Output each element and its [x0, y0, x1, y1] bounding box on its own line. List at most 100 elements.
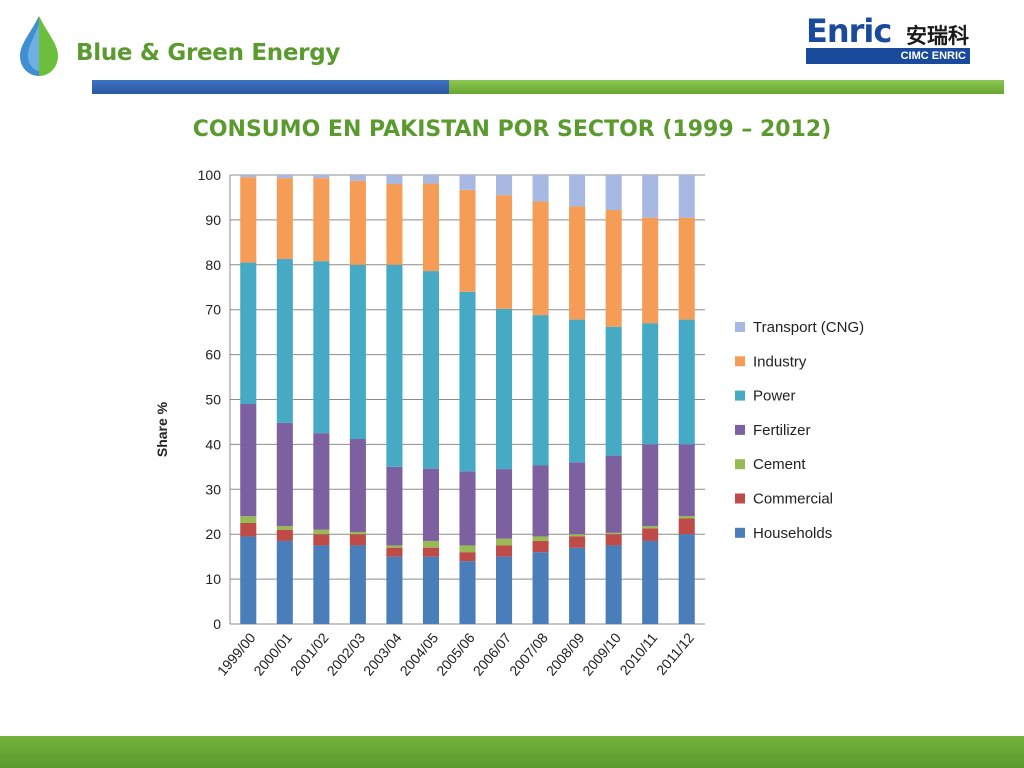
- bar-segment-transport-cng: [459, 175, 476, 190]
- enric-logo: Enric 安瑞科 CIMC ENRIC: [806, 12, 970, 66]
- bar-segment-households: [386, 556, 403, 624]
- bar-segment-commercial: [496, 545, 513, 557]
- footer-bar: [0, 736, 1024, 768]
- legend-label: Households: [753, 525, 832, 542]
- x-tick-label: 2009/10: [579, 629, 624, 678]
- bar-segment-transport-cng: [642, 175, 659, 218]
- bar-segment-cement: [422, 540, 439, 548]
- legend-swatch: [735, 322, 745, 332]
- bar-segment-power: [678, 319, 695, 445]
- y-axis-title: Share %: [154, 401, 170, 457]
- bar-segment-fertilizer: [240, 403, 257, 517]
- bar-segment-commercial: [386, 547, 403, 557]
- y-tick-label: 90: [205, 212, 221, 228]
- x-tick-label: 2007/08: [506, 629, 551, 678]
- bar-segment-fertilizer: [349, 439, 366, 532]
- legend-label: Fertilizer: [753, 422, 811, 439]
- bar-segment-power: [240, 262, 257, 404]
- legend-swatch: [735, 493, 745, 504]
- bar-segment-commercial: [313, 534, 330, 546]
- bar-segment-industry: [349, 180, 366, 265]
- legend-swatch: [735, 527, 745, 538]
- bar-segment-cement: [240, 516, 257, 523]
- y-tick-label: 60: [205, 347, 221, 363]
- bar-segment-commercial: [569, 536, 586, 548]
- stacked-bar-chart: 0 10 20 30 40 50 60 70 80 90 100 Share % 1999/002000…: [154, 167, 864, 679]
- bar-segment-fertilizer: [569, 462, 586, 535]
- header-bar-green: [449, 80, 1004, 94]
- bar-segment-transport-cng: [422, 175, 439, 184]
- bar-segment-fertilizer: [496, 469, 513, 539]
- bar-segment-households: [605, 545, 622, 624]
- bar-segment-households: [459, 561, 476, 624]
- bar-segment-cement: [569, 534, 586, 537]
- x-tick-label: 2008/09: [543, 629, 588, 678]
- bar-segment-households: [349, 545, 366, 624]
- bar-segment-industry: [496, 195, 513, 309]
- bar-segment-cement: [496, 538, 513, 546]
- bar-segment-power: [386, 264, 403, 467]
- bar-segment-cement: [642, 526, 659, 529]
- enric-logo-band: CIMC ENRIC: [806, 48, 970, 64]
- bar-segment-industry: [459, 189, 476, 292]
- bar-segment-industry: [532, 201, 549, 316]
- bar-segment-transport-cng: [678, 175, 695, 218]
- header-divider-bar: [92, 80, 1004, 94]
- y-tick-label: 10: [205, 571, 221, 587]
- enric-logo-chinese: 安瑞科: [906, 24, 969, 48]
- legend-label: Cement: [753, 456, 806, 473]
- bar-segment-fertilizer: [276, 422, 293, 527]
- bar-segment-industry: [678, 217, 695, 320]
- bar-segment-industry: [569, 206, 586, 320]
- legend-swatch: [735, 390, 745, 401]
- x-tick-label: 1999/00: [214, 629, 259, 678]
- y-tick-label: 100: [198, 167, 222, 183]
- legend-label: Transport (CNG): [753, 319, 864, 336]
- y-tick-label: 20: [205, 526, 221, 542]
- x-tick-label: 2010/11: [616, 629, 660, 677]
- drop-logo-icon: [20, 16, 58, 76]
- y-tick-label: 40: [205, 436, 221, 452]
- bar-segment-power: [642, 323, 659, 445]
- bar-segment-cement: [605, 532, 622, 535]
- bar-segment-transport-cng: [313, 175, 330, 179]
- bar-segment-power: [276, 258, 293, 423]
- x-tick-label: 2004/05: [396, 629, 441, 678]
- y-tick-label: 0: [213, 616, 221, 632]
- bar-segment-fertilizer: [605, 455, 622, 533]
- x-tick-label: 2011/12: [653, 629, 697, 677]
- bar-segment-households: [276, 540, 293, 624]
- bar-segment-fertilizer: [532, 465, 549, 537]
- bar-segment-industry: [240, 177, 257, 263]
- bar-segment-power: [569, 319, 586, 463]
- bar-segment-households: [532, 552, 549, 624]
- bar-segment-industry: [422, 183, 439, 272]
- bar-segment-households: [678, 534, 695, 624]
- bar-segment-fertilizer: [459, 471, 476, 546]
- bar-segment-fertilizer: [386, 466, 403, 546]
- brand-name: Blue & Green Energy: [76, 40, 341, 66]
- bar-segment-commercial: [422, 547, 439, 557]
- legend-label: Industry: [753, 353, 807, 370]
- y-tick-label: 70: [205, 302, 221, 318]
- bar-segment-cement: [313, 529, 330, 535]
- bar-segment-households: [422, 556, 439, 624]
- bar-segment-transport-cng: [240, 175, 257, 178]
- bar-segment-commercial: [349, 534, 366, 546]
- bar-segment-fertilizer: [313, 433, 330, 530]
- x-tick-label: 2002/03: [323, 629, 368, 678]
- bar-segment-cement: [532, 536, 549, 541]
- bar-segment-fertilizer: [422, 468, 439, 541]
- legend-swatch: [735, 459, 745, 470]
- bar-segment-power: [313, 261, 330, 434]
- bar-segment-industry: [386, 183, 403, 265]
- bar-segment-cement: [386, 545, 403, 548]
- bar-segment-households: [569, 547, 586, 624]
- bar-segment-households: [240, 536, 257, 624]
- bar-segment-transport-cng: [276, 175, 293, 179]
- bar-segment-transport-cng: [605, 175, 622, 211]
- bar-segment-commercial: [532, 540, 549, 553]
- legend-label: Power: [753, 388, 796, 405]
- bar-segment-transport-cng: [386, 175, 403, 184]
- bar-segment-industry: [276, 178, 293, 259]
